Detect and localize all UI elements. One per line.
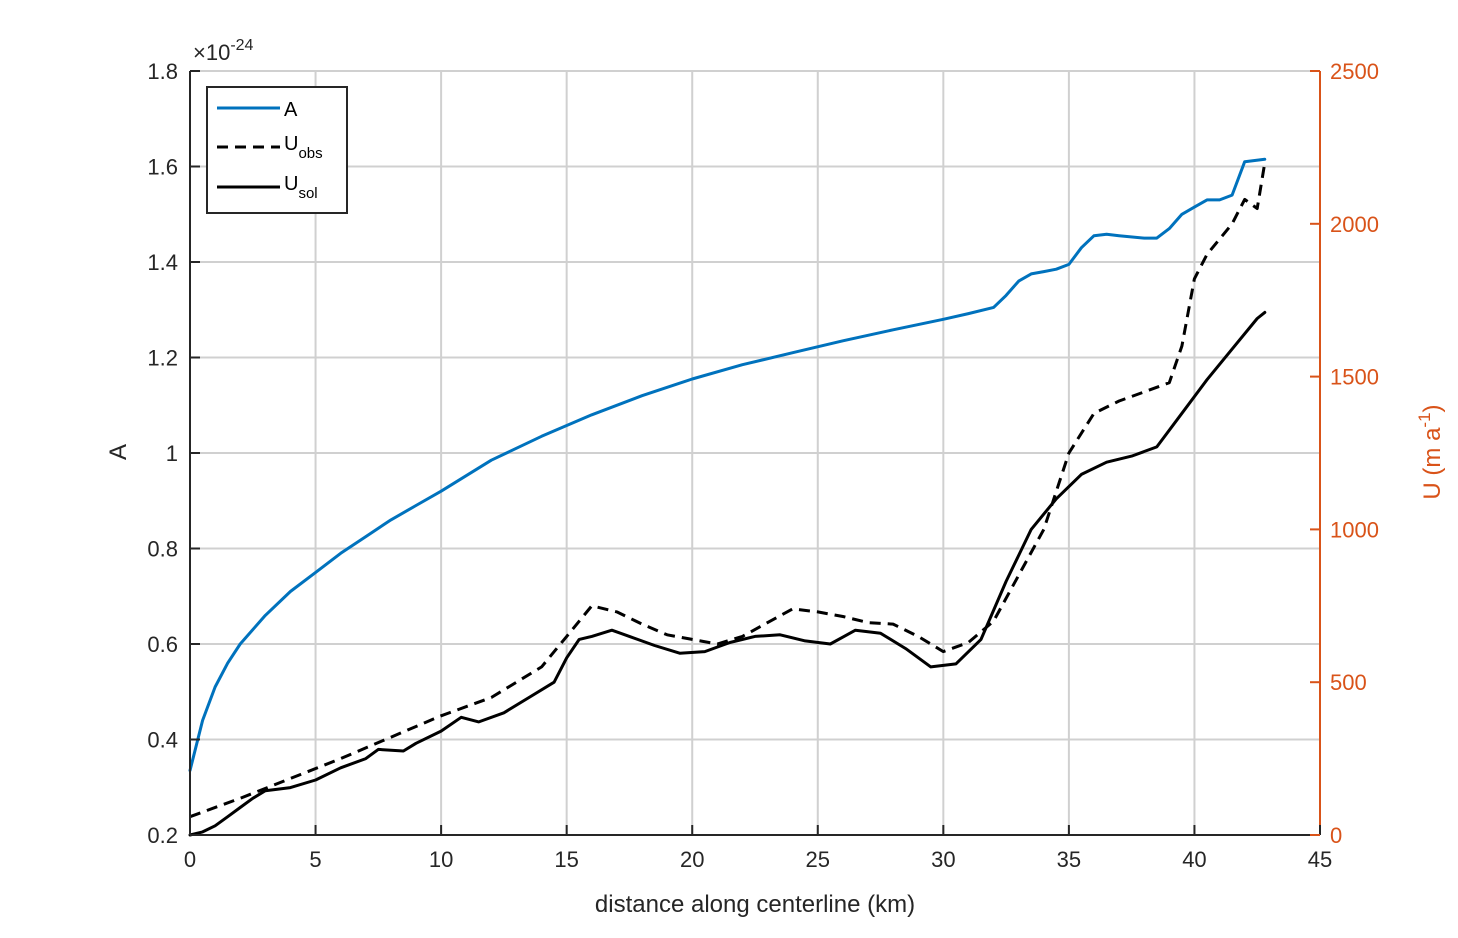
right-label-close: ): [1419, 404, 1446, 412]
left-tick-label-4: 1: [166, 441, 178, 466]
right-tick-label-4: 2000: [1330, 212, 1379, 237]
left-tick-label-1: 0.4: [147, 728, 178, 753]
x-tick-label-2: 10: [429, 847, 453, 872]
legend-sub-sol: sol: [298, 185, 317, 202]
left-tick-label-0: 0.2: [147, 823, 178, 848]
x-tick-label-4: 20: [680, 847, 704, 872]
left-tick-label-8: 1.8: [147, 59, 178, 84]
right-tick-label-0: 0: [1330, 823, 1342, 848]
legend-name-u-obs: U: [284, 133, 298, 155]
legend-label-u-sol: Usol: [284, 173, 318, 202]
series-line-a: [188, 157, 1267, 772]
left-tick-label-3: 0.8: [147, 537, 178, 562]
x-tick-label-1: 5: [309, 847, 321, 872]
x-tick-label-9: 45: [1308, 847, 1332, 872]
right-tick-label-5: 2500: [1330, 59, 1379, 84]
axes: [189, 70, 1321, 836]
y-axis-label-left: A: [105, 444, 132, 460]
x-tick-label-3: 15: [554, 847, 578, 872]
left-tick-label-5: 1.2: [147, 346, 178, 371]
right-tick-label-2: 1000: [1330, 517, 1379, 542]
legend-name-a: A: [284, 99, 298, 121]
y-axis-label-right: U (m a-1): [1415, 404, 1446, 499]
series-line-u-obs: [189, 162, 1267, 819]
left-tick-label-2: 0.6: [147, 632, 178, 657]
left-tick-label-7: 1.6: [147, 155, 178, 180]
legend-sub-obs: obs: [298, 145, 322, 162]
right-label-main: U (m a: [1419, 427, 1446, 500]
x-tick-label-8: 40: [1182, 847, 1206, 872]
legend-label-u-obs: Uobs: [284, 133, 323, 162]
x-tick-label-6: 30: [931, 847, 955, 872]
legend-label-a: A: [284, 99, 298, 121]
right-tick-label-1: 500: [1330, 670, 1367, 695]
multiplier-base: ×10: [193, 40, 230, 65]
right-label-sup: -1: [1415, 412, 1434, 427]
x-tick-label-0: 0: [184, 847, 196, 872]
multiplier-exponent: -24: [230, 37, 253, 54]
tick-labels: 0 5 10 15 20 25 30 35 40 45 0.2 0.4 0.6 0.8 1 1.2 1.4 1.6…: [147, 59, 1379, 872]
legend-name-u-sol: U: [284, 173, 298, 195]
legend: A Uobs Usol: [206, 86, 348, 214]
x-tick-label-5: 25: [806, 847, 830, 872]
legend-box: [206, 86, 348, 214]
series-line-u-sol: [188, 310, 1267, 837]
left-tick-label-6: 1.4: [147, 250, 178, 275]
right-tick-label-3: 1500: [1330, 365, 1379, 390]
x-tick-label-7: 35: [1057, 847, 1081, 872]
x-axis-label: distance along centerline (km): [595, 891, 915, 918]
plot-lines: [188, 157, 1267, 837]
axis-multiplier: ×10-24: [193, 37, 254, 65]
